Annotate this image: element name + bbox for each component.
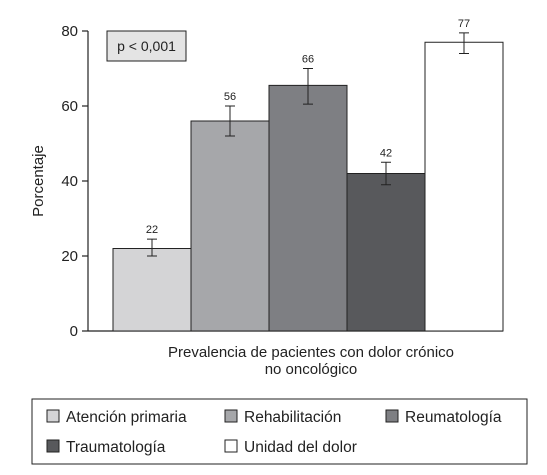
data-label: 42 [380, 147, 392, 159]
data-label: 77 [458, 18, 470, 30]
legend: Atención primaria Rehabilitación Reumatolo… [31, 398, 528, 465]
legend-label: Rehabilitación [244, 409, 341, 426]
bar [346, 173, 426, 332]
y-tick-label: 80 [61, 23, 78, 40]
bar [268, 84, 348, 332]
data-labels: 22 56 66 42 77 [146, 18, 470, 236]
error-bars [147, 32, 469, 257]
legend-label: Reumatología [405, 409, 502, 426]
bar [190, 120, 270, 332]
bars [112, 41, 504, 332]
data-label: 22 [146, 224, 158, 236]
legend-swatch [46, 409, 60, 423]
legend-label: Atención primaria [66, 409, 187, 426]
x-axis-title-line-2: no oncológico [265, 361, 358, 378]
y-tick-label: 60 [61, 98, 78, 115]
y-tick-label: 20 [61, 248, 78, 265]
legend-swatch [224, 409, 238, 423]
legend-swatch [224, 439, 238, 453]
x-axis-title-line-1: Prevalencia de pacientes con dolor cróni… [168, 344, 454, 361]
legend-label: Unidad del dolor [244, 439, 357, 456]
y-axis-title: Porcentaje [30, 145, 47, 217]
legend-swatch [385, 409, 399, 423]
bar [424, 41, 504, 332]
y-tick-label: 40 [61, 173, 78, 190]
y-tick-label: 0 [70, 323, 78, 340]
data-label: 56 [224, 91, 236, 103]
legend-swatch [46, 439, 60, 453]
legend-frame [31, 398, 528, 465]
significance-box [106, 30, 187, 62]
bar [112, 248, 192, 332]
legend-label: Traumatología [66, 439, 166, 456]
significance-label: p < 0,001 [117, 38, 176, 54]
data-label: 66 [302, 54, 314, 66]
